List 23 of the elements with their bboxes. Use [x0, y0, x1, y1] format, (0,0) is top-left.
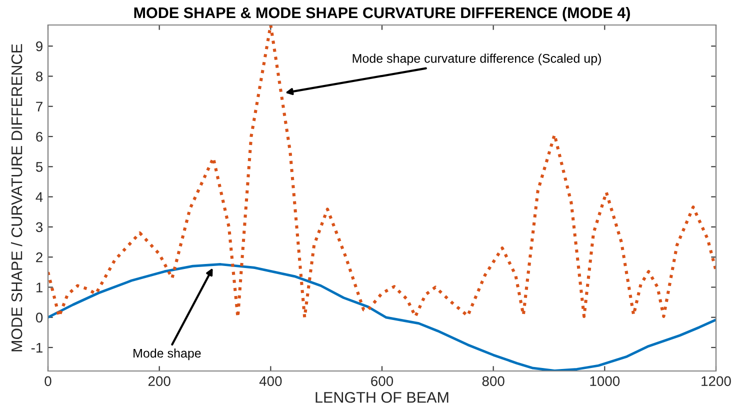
y-tick-label: -1 — [31, 342, 42, 353]
y-tick-label: 8 — [36, 72, 43, 82]
x-tick-label: 200 — [148, 376, 170, 386]
y-tick-label: 5 — [36, 162, 43, 172]
y-tick-label: 7 — [36, 102, 42, 112]
x-tick-label: 0 — [44, 376, 52, 386]
annotation: Mode shape curvature difference (Scaled up) — [352, 54, 601, 66]
x-tick-label: 1200 — [702, 376, 731, 386]
y-tick-label: 0 — [36, 312, 43, 323]
x-axis-title: LENGTH OF BEAM — [316, 392, 448, 403]
y-tick-label: 4 — [36, 192, 43, 202]
annotation: Mode shape — [134, 348, 201, 360]
x-tick-label: 600 — [371, 376, 394, 386]
x-tick-label: 400 — [259, 376, 282, 386]
y-axis-title: MODE SHAPE / CURVATURE DIFFERENCE — [10, 44, 22, 352]
x-tick-label: 1000 — [590, 376, 620, 386]
chart-title: MODE SHAPE & MODE SHAPE CURVATURE DIFFERENCE (MODE 4) — [134, 6, 630, 22]
y-tick-label: 9 — [36, 41, 42, 52]
y-tick-label: 2 — [36, 252, 42, 262]
y-tick-label: 6 — [36, 132, 43, 142]
y-tick-label: 3 — [36, 222, 43, 232]
x-tick-label: 800 — [482, 376, 504, 386]
y-tick-label: 1 — [36, 282, 42, 292]
